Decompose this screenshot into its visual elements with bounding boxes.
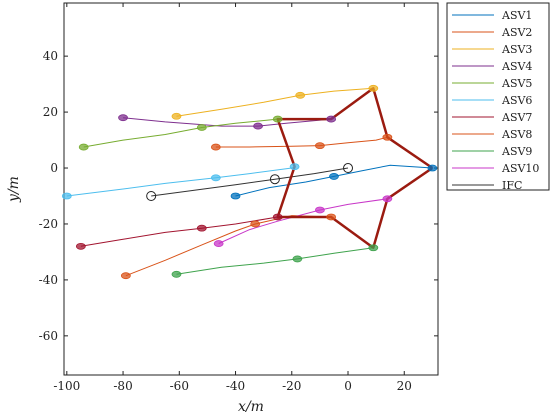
x-tick-label: 0 bbox=[344, 379, 352, 393]
legend-label: ASV8 bbox=[501, 128, 532, 141]
x-tick-label: -20 bbox=[282, 379, 301, 393]
asv-marker-asv6 bbox=[210, 174, 221, 182]
asv-marker-asv10 bbox=[213, 240, 224, 247]
trajectory-asv8 bbox=[125, 215, 332, 277]
y-tick-label: 20 bbox=[43, 105, 58, 119]
ifc-circle-marker bbox=[146, 190, 157, 201]
asv-marker-asv1 bbox=[230, 192, 241, 200]
legend: ASV1 ASV2 ASV3 ASV4 ASV5 ASV6 ASV7 ASV8 ASV9 ASV1… bbox=[452, 9, 539, 192]
x-tick-label: -100 bbox=[53, 379, 80, 393]
legend-label: ASV2 bbox=[501, 26, 532, 39]
trajectory-asv7 bbox=[80, 216, 278, 247]
x-tick-label: 20 bbox=[397, 379, 412, 393]
trajectory-asv10 bbox=[218, 198, 388, 244]
legend-label: ASV7 bbox=[501, 111, 532, 124]
legend-label: ASV6 bbox=[501, 94, 532, 107]
trajectory-asv4 bbox=[123, 117, 332, 127]
x-axis-label: x/m bbox=[238, 399, 264, 415]
axis-ticks: -100 -80 -60 -40 -20 0 20 -60 -40 -20 0 20 40 bbox=[39, 3, 438, 393]
trajectory-ifc bbox=[151, 167, 349, 197]
asv-marker-asv2 bbox=[382, 133, 393, 141]
asv-marker-asv6 bbox=[289, 163, 300, 171]
asv-marker-asv8 bbox=[120, 272, 131, 280]
legend-label: ASV10 bbox=[501, 162, 539, 175]
trajectory-asv3 bbox=[176, 87, 374, 117]
x-tick-label: -80 bbox=[113, 379, 132, 393]
asv-marker-asv4 bbox=[326, 115, 337, 123]
asv-marker-asv3 bbox=[295, 91, 306, 99]
asv-marker-asv10 bbox=[314, 206, 325, 214]
asv-marker-asv5 bbox=[78, 143, 89, 151]
asv-marker-asv7 bbox=[196, 224, 207, 232]
y-tick-label: -20 bbox=[39, 217, 58, 231]
asv-marker-asv3 bbox=[171, 112, 182, 120]
asv-marker-asv2 bbox=[314, 142, 325, 150]
asv-markers bbox=[61, 84, 438, 280]
asv-marker-asv9 bbox=[368, 244, 379, 252]
trajectory-asv5 bbox=[83, 118, 278, 148]
asv-marker-asv4 bbox=[118, 114, 128, 122]
legend-label: ASV3 bbox=[501, 43, 532, 56]
legend-label: IFC bbox=[502, 179, 522, 192]
asv-marker-asv8 bbox=[250, 220, 261, 228]
legend-label: ASV9 bbox=[501, 145, 532, 158]
ifc-circles bbox=[146, 163, 354, 201]
asv-marker-asv7 bbox=[75, 242, 86, 250]
ifc-circle-marker bbox=[269, 174, 280, 185]
legend-label: ASV4 bbox=[501, 60, 532, 73]
legend-label: ASV5 bbox=[501, 77, 532, 90]
asv-marker-asv8 bbox=[326, 213, 337, 221]
y-tick-label: 0 bbox=[50, 161, 58, 175]
trajectory-lines bbox=[66, 87, 433, 277]
asv-marker-asv9 bbox=[292, 255, 303, 263]
asv-marker-asv6 bbox=[61, 192, 72, 200]
y-tick-label: -40 bbox=[39, 273, 58, 287]
asv-marker-asv2 bbox=[210, 143, 221, 151]
asv-marker-asv1 bbox=[329, 173, 339, 180]
x-tick-label: -40 bbox=[226, 379, 245, 393]
y-tick-label: -60 bbox=[39, 329, 58, 343]
x-tick-label: -60 bbox=[170, 379, 189, 393]
asv-marker-asv7 bbox=[272, 213, 283, 221]
trajectory-asv9 bbox=[176, 247, 374, 275]
asv-marker-asv10 bbox=[382, 195, 393, 203]
asv-marker-asv5 bbox=[272, 115, 283, 123]
asv-marker-asv1 bbox=[427, 164, 438, 172]
asv-marker-asv9 bbox=[171, 270, 182, 278]
asv-marker-asv3 bbox=[368, 84, 379, 92]
asv-marker-asv4 bbox=[253, 122, 263, 130]
asv-marker-asv5 bbox=[196, 124, 207, 131]
legend-label: ASV1 bbox=[501, 9, 532, 22]
y-tick-label: 40 bbox=[43, 49, 58, 63]
y-axis-label: y/m bbox=[6, 176, 22, 203]
legend-box bbox=[446, 2, 550, 191]
ifc-circle-marker bbox=[343, 163, 354, 174]
